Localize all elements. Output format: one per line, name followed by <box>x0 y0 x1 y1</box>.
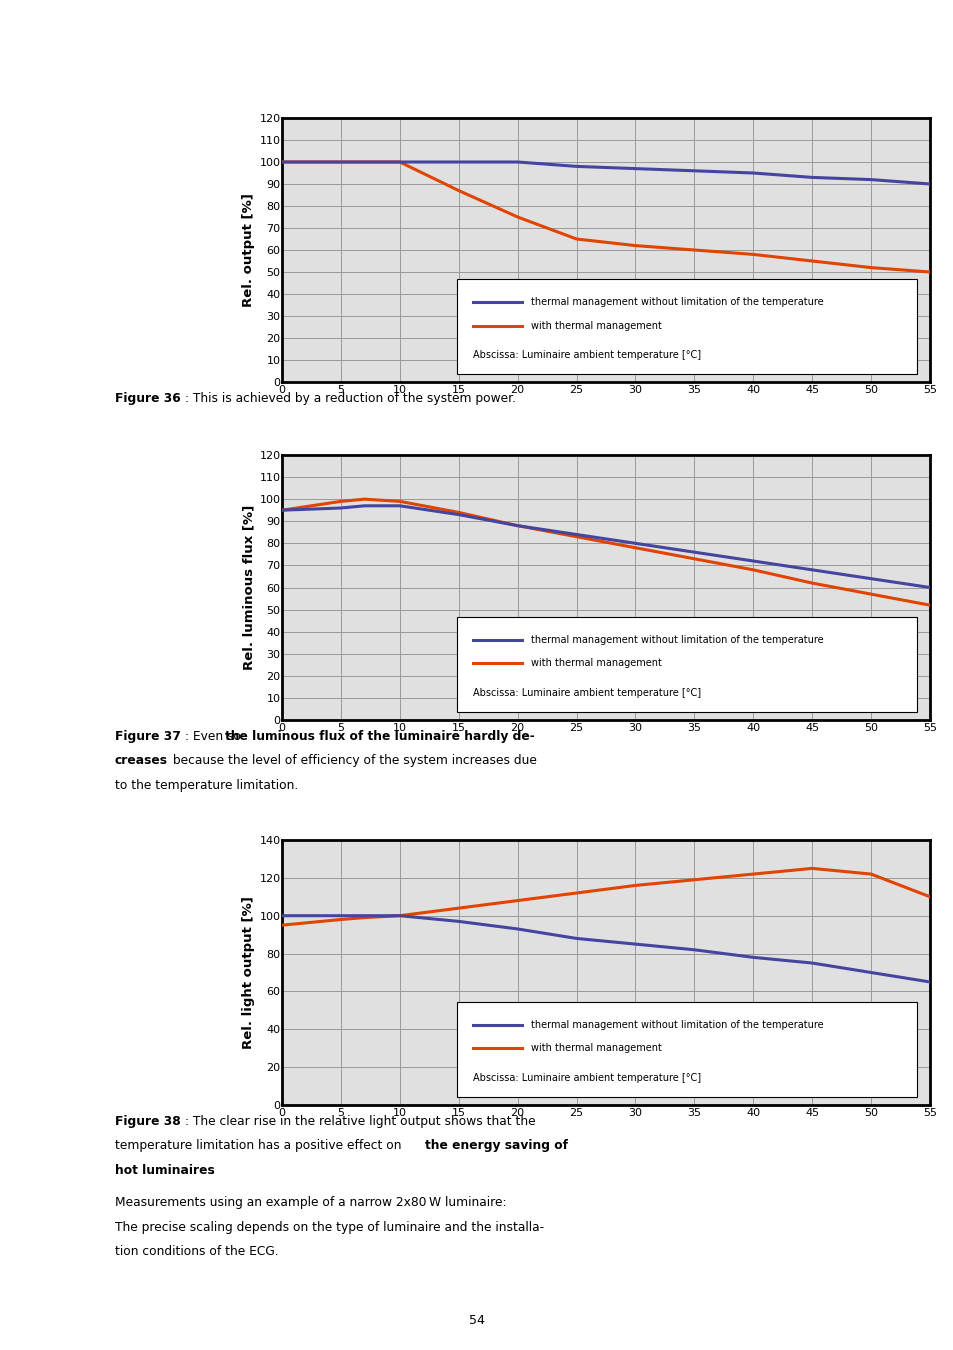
Text: The precise scaling depends on the type of luminaire and the installa-: The precise scaling depends on the type … <box>115 1220 543 1234</box>
Text: because the level of efficiency of the system increases due: because the level of efficiency of the s… <box>170 755 537 767</box>
Text: to the temperature limitation.: to the temperature limitation. <box>115 779 298 791</box>
Text: creases: creases <box>115 755 168 767</box>
Bar <box>456 617 916 711</box>
Text: Abscissa: Luminaire ambient temperature [°C]: Abscissa: Luminaire ambient temperature … <box>473 688 700 698</box>
Text: Measurements using an example of a narrow 2x80 W luminaire:: Measurements using an example of a narro… <box>115 1196 506 1210</box>
Text: tion conditions of the ECG.: tion conditions of the ECG. <box>115 1245 278 1258</box>
Text: the luminous flux of the luminaire hardly de-: the luminous flux of the luminaire hardl… <box>225 730 534 742</box>
Text: with thermal management: with thermal management <box>531 1044 661 1053</box>
Text: with thermal management: with thermal management <box>531 320 661 331</box>
Text: temperature limitation has a positive effect on: temperature limitation has a positive ef… <box>115 1139 405 1153</box>
Y-axis label: Rel. luminous flux [%]: Rel. luminous flux [%] <box>242 505 255 670</box>
Bar <box>456 1002 916 1098</box>
Y-axis label: Rel. output [%]: Rel. output [%] <box>242 193 255 306</box>
Text: thermal management without limitation of the temperature: thermal management without limitation of… <box>531 634 823 644</box>
Text: Figure 38: Figure 38 <box>115 1115 180 1129</box>
Text: thermal management without limitation of the temperature: thermal management without limitation of… <box>531 297 823 306</box>
Text: Abscissa: Luminaire ambient temperature [°C]: Abscissa: Luminaire ambient temperature … <box>473 350 700 360</box>
Text: with thermal management: with thermal management <box>531 659 661 668</box>
Text: Abscissa: Luminaire ambient temperature [°C]: Abscissa: Luminaire ambient temperature … <box>473 1073 700 1083</box>
Text: : The clear rise in the relative light output shows that the: : The clear rise in the relative light o… <box>185 1115 535 1129</box>
Text: hot luminaires: hot luminaires <box>115 1164 214 1177</box>
Text: : Even so: : Even so <box>185 730 244 742</box>
Text: .: . <box>211 1164 214 1177</box>
Text: the energy saving of: the energy saving of <box>425 1139 567 1153</box>
Text: Figure 36: Figure 36 <box>115 392 180 405</box>
Text: Figure 37: Figure 37 <box>115 730 181 742</box>
Y-axis label: Rel. light output [%]: Rel. light output [%] <box>242 896 255 1049</box>
Text: thermal management without limitation of the temperature: thermal management without limitation of… <box>531 1019 823 1030</box>
Text: : This is achieved by a reduction of the system power.: : This is achieved by a reduction of the… <box>185 392 516 405</box>
Bar <box>456 279 916 374</box>
Text: 54: 54 <box>469 1314 484 1327</box>
